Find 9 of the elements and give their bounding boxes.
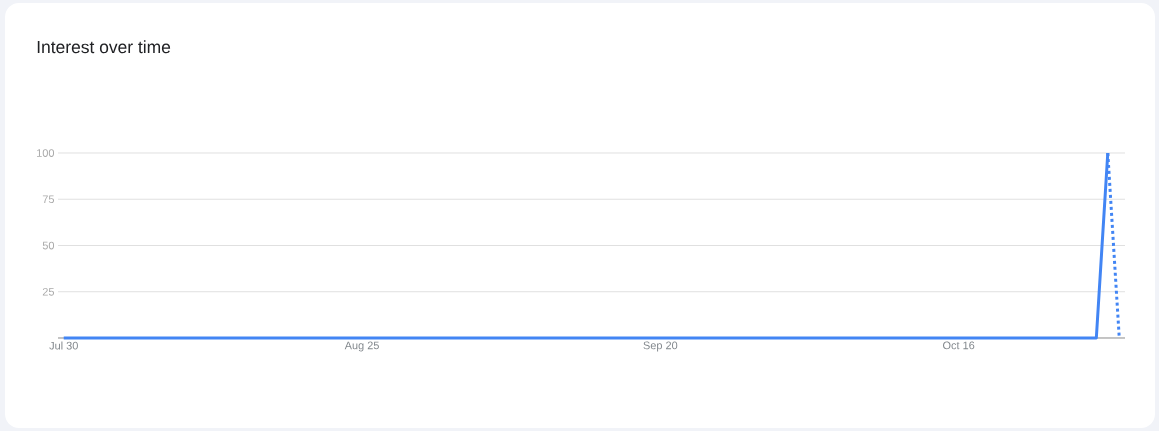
x-tick-label: Jul 30	[49, 341, 78, 350]
x-tick-label: Oct 16	[943, 341, 975, 350]
x-tick-label: Sep 20	[643, 341, 678, 352]
y-tick-label: 75	[42, 195, 55, 204]
y-tick-label: 50	[42, 241, 55, 250]
y-tick-label: 25	[42, 287, 55, 296]
chart-title: Interest over time	[37, 40, 171, 54]
x-tick-label: Aug 25	[344, 341, 379, 352]
y-tick-label: 100	[37, 149, 55, 157]
